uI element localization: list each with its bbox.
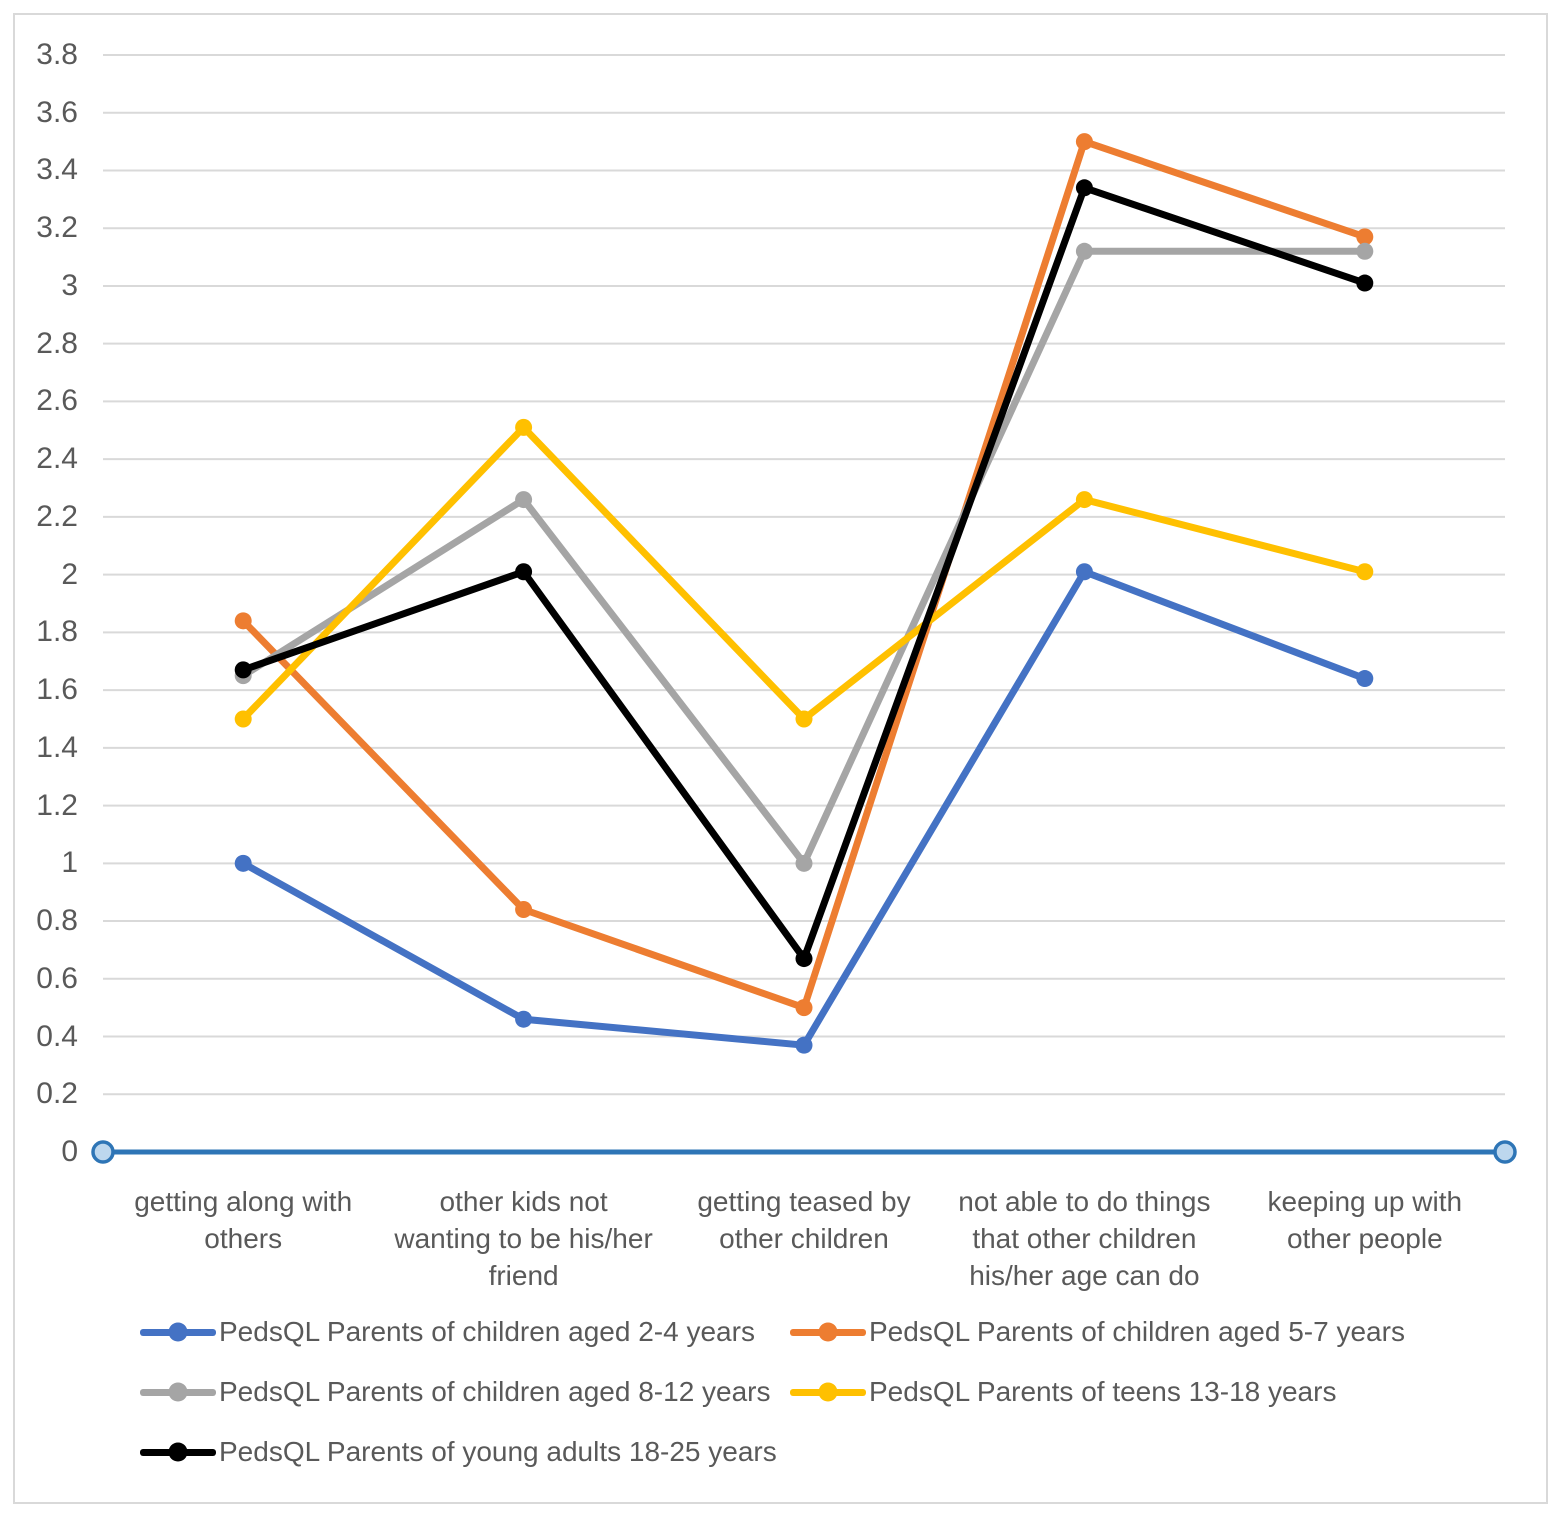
series-3-data-point xyxy=(1075,491,1093,509)
legend-line-marker-icon xyxy=(140,1322,216,1342)
series-1-data-point xyxy=(1075,133,1093,151)
series-0-data-point xyxy=(1356,670,1374,688)
x-axis-category-label-line: others xyxy=(204,1223,283,1254)
x-axis-category-label: getting along with others xyxy=(97,1183,389,1257)
legend-item: PedsQL Parents of children aged 5-7 year… xyxy=(790,1314,1405,1350)
x-axis-category-label: not able to do things that other children… xyxy=(938,1183,1230,1294)
x-axis-category-label-line: not able to do things xyxy=(958,1186,1211,1217)
legend-label: PedsQL Parents of young adults 18-25 yea… xyxy=(219,1436,777,1467)
y-axis-tick-label: 0.2 xyxy=(36,1077,78,1111)
series-4-data-point xyxy=(234,661,252,679)
x-axis-category-label-line: other children xyxy=(719,1223,889,1254)
x-axis-category-label-line: that other children xyxy=(972,1223,1197,1254)
legend-item: PedsQL Parents of young adults 18-25 yea… xyxy=(140,1434,790,1470)
series-4-data-point xyxy=(515,563,533,581)
series-3-data-point xyxy=(795,710,813,728)
legend-item: PedsQL Parents of children aged 2-4 year… xyxy=(140,1314,790,1350)
series-1-data-point xyxy=(515,901,533,919)
x-axis-category-label: getting teased by other children xyxy=(658,1183,950,1257)
y-axis-tick-label: 1.4 xyxy=(36,730,78,764)
legend-item: PedsQL Parents of teens 13-18 years xyxy=(790,1374,1405,1410)
legend-dot-icon xyxy=(168,1442,188,1462)
y-axis-tick-label: 1 xyxy=(61,846,78,880)
legend-dot-icon xyxy=(818,1322,838,1342)
legend-dot-icon xyxy=(168,1382,188,1402)
y-axis-tick-label: 1.6 xyxy=(36,673,78,707)
series-2-data-point xyxy=(795,854,813,872)
legend-line-marker-icon xyxy=(790,1322,866,1342)
x-axis-endpoint-marker-icon xyxy=(91,1140,115,1164)
series-3-data-point xyxy=(515,418,533,436)
series-2-data-point xyxy=(1075,242,1093,260)
y-axis-tick-label: 0.6 xyxy=(36,961,78,995)
legend-dot-icon xyxy=(818,1382,838,1402)
y-axis-tick-label: 1.8 xyxy=(36,615,78,649)
y-axis-tick-label: 3.8 xyxy=(36,38,78,71)
legend-dot-icon xyxy=(168,1322,188,1342)
y-axis-tick-label: 0 xyxy=(61,1135,78,1168)
x-axis-category-label-line: friend xyxy=(488,1260,559,1291)
series-4-data-point xyxy=(1356,274,1374,292)
series-4-data-point xyxy=(795,950,813,968)
y-axis-tick-label: 0.4 xyxy=(36,1019,78,1053)
y-axis-tick-label: 2 xyxy=(61,557,78,591)
legend-line-marker-icon xyxy=(140,1442,216,1462)
series-0-data-point xyxy=(1075,563,1093,581)
x-axis-category-label-line: wanting to be his/her xyxy=(394,1223,653,1254)
y-axis-tick-label: 3.2 xyxy=(36,211,78,245)
series-1-data-point xyxy=(1356,228,1374,246)
y-axis-tick-label: 2.8 xyxy=(36,326,78,360)
x-axis-category-label: other kids not wanting to be his/her frien… xyxy=(378,1183,670,1294)
series-1-data-point xyxy=(234,612,252,630)
x-axis-category-label-line: keeping up with xyxy=(1267,1186,1463,1217)
legend: PedsQL Parents of children aged 2-4 year… xyxy=(140,1314,1405,1470)
x-axis-category-label-line: getting along with xyxy=(134,1186,353,1217)
x-axis-category-label: keeping up with other people xyxy=(1219,1183,1511,1257)
y-axis-tick-label: 0.8 xyxy=(36,904,78,938)
y-axis-tick-label: 2.4 xyxy=(36,442,78,476)
y-axis-tick-label: 1.2 xyxy=(36,788,78,822)
y-axis-tick-label: 3 xyxy=(61,268,78,302)
x-axis-category-label-line: his/her age can do xyxy=(969,1260,1200,1291)
y-axis-tick-label: 2.2 xyxy=(36,499,78,533)
series-2-data-point xyxy=(515,491,533,509)
series-line-0 xyxy=(239,568,1369,1049)
series-0-data-point xyxy=(795,1036,813,1054)
x-axis-category-label-line: other kids not xyxy=(439,1186,608,1217)
series-0-data-point xyxy=(515,1010,533,1028)
legend-line-marker-icon xyxy=(140,1382,216,1402)
series-3-data-point xyxy=(1356,563,1374,581)
y-axis-tick-label: 3.6 xyxy=(36,95,78,129)
legend-label: PedsQL Parents of teens 13-18 years xyxy=(869,1376,1337,1407)
series-0-data-point xyxy=(234,854,252,872)
legend-label: PedsQL Parents of children aged 2-4 year… xyxy=(219,1316,755,1347)
series-3-data-point xyxy=(234,710,252,728)
series-4-data-point xyxy=(1075,179,1093,197)
y-axis-tick-label: 2.6 xyxy=(36,384,78,418)
legend-line-marker-icon xyxy=(790,1382,866,1402)
legend-label: PedsQL Parents of children aged 8-12 yea… xyxy=(219,1376,771,1407)
series-1-data-point xyxy=(795,999,813,1017)
x-axis-category-label-line: getting teased by xyxy=(697,1186,911,1217)
y-axis-tick-label: 3.4 xyxy=(36,153,78,187)
x-axis-endpoint-marker-icon xyxy=(1493,1140,1517,1164)
legend-item: PedsQL Parents of children aged 8-12 yea… xyxy=(140,1374,790,1410)
series-2-data-point xyxy=(1356,242,1374,260)
x-axis-category-label-line: other people xyxy=(1286,1223,1443,1254)
legend-label: PedsQL Parents of children aged 5-7 year… xyxy=(869,1316,1405,1347)
